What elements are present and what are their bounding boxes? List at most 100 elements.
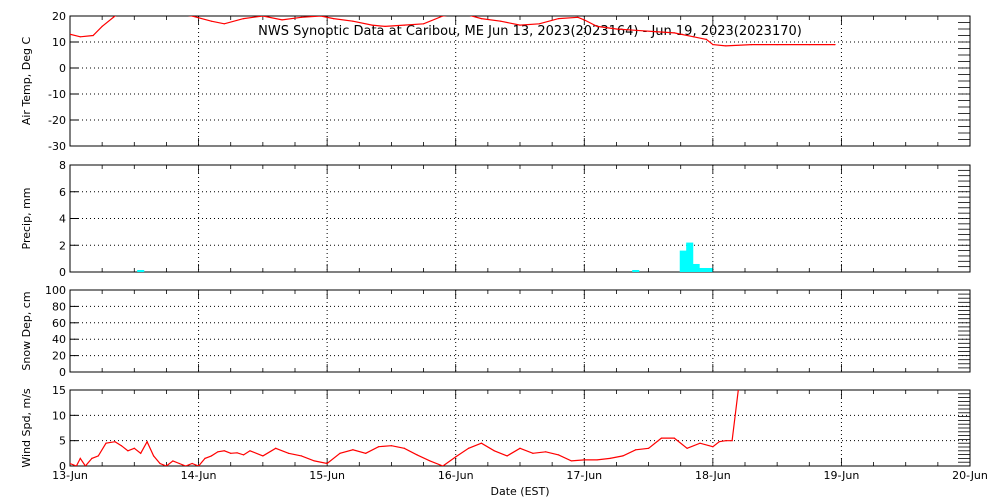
panel-frame bbox=[69, 164, 971, 273]
data-point bbox=[596, 459, 598, 461]
y-tick-label: 20 bbox=[52, 10, 66, 23]
x-tick-label: 15-Jun bbox=[309, 469, 345, 482]
data-point bbox=[300, 16, 303, 18]
data-point bbox=[191, 16, 193, 17]
y-tick-label: 0 bbox=[59, 266, 66, 279]
data-point bbox=[197, 465, 200, 466]
data-point bbox=[480, 18, 483, 20]
y-tick-label: 2 bbox=[59, 239, 66, 252]
panel-air_temp: -30 -20 -10 0 10 20 Air Temp, Deg C bbox=[20, 8, 971, 153]
data-point bbox=[210, 455, 213, 457]
data-point bbox=[712, 44, 714, 46]
data-point bbox=[467, 447, 470, 449]
data-point bbox=[654, 31, 656, 33]
y-tick-label: 10 bbox=[52, 36, 66, 49]
data-point bbox=[660, 437, 663, 439]
data-point bbox=[134, 8, 135, 9]
data-point bbox=[519, 24, 521, 26]
data-point bbox=[114, 16, 116, 17]
data-point bbox=[371, 24, 373, 26]
data-point bbox=[79, 457, 81, 459]
data-point bbox=[84, 465, 87, 466]
series-wind_speed bbox=[70, 390, 739, 466]
data-point bbox=[583, 459, 585, 461]
y-tick-label: 0 bbox=[59, 460, 66, 473]
data-point bbox=[172, 13, 173, 14]
data-point bbox=[185, 465, 187, 466]
data-point bbox=[390, 445, 393, 447]
data-point bbox=[92, 34, 94, 37]
data-point bbox=[609, 457, 611, 459]
data-point bbox=[750, 44, 753, 46]
data-point bbox=[725, 440, 727, 442]
y-tick-label: 0 bbox=[59, 366, 66, 379]
y-tick-label: 40 bbox=[52, 333, 66, 346]
data-point bbox=[217, 451, 219, 453]
data-point bbox=[70, 462, 71, 465]
y-tick-label: 0 bbox=[59, 62, 66, 75]
data-point bbox=[519, 447, 521, 449]
data-point bbox=[403, 447, 405, 449]
y-tick-label: 6 bbox=[59, 186, 66, 199]
data-point bbox=[673, 32, 675, 34]
data-point bbox=[326, 462, 328, 465]
data-point bbox=[731, 440, 733, 442]
data-point bbox=[442, 16, 444, 17]
y-axis-label: Wind Spd, m/s bbox=[20, 388, 33, 468]
data-point bbox=[236, 452, 238, 454]
precip-bar bbox=[699, 267, 707, 272]
x-axis-label: Date (EST) bbox=[490, 485, 549, 498]
x-tick-label: 19-Jun bbox=[824, 469, 860, 482]
series-line bbox=[70, 390, 739, 466]
data-point bbox=[262, 16, 264, 17]
data-point bbox=[422, 23, 425, 25]
data-point bbox=[204, 457, 206, 459]
data-point bbox=[480, 442, 483, 444]
data-point bbox=[429, 460, 431, 462]
data-point bbox=[313, 460, 315, 462]
data-point bbox=[557, 454, 560, 456]
data-point bbox=[281, 19, 283, 21]
y-axis-label: Air Temp, Deg C bbox=[20, 37, 33, 126]
data-point bbox=[223, 450, 225, 452]
data-point bbox=[159, 462, 161, 465]
x-tick-label: 14-Jun bbox=[181, 469, 217, 482]
y-tick-label: 20 bbox=[52, 350, 66, 363]
data-point bbox=[91, 457, 93, 459]
y-tick-label: -30 bbox=[48, 140, 66, 153]
panel-precip: 0 2 4 6 8 Precip, mm bbox=[20, 159, 971, 279]
x-tick-label: 20-Jun bbox=[952, 469, 988, 482]
data-point bbox=[101, 25, 103, 27]
data-point bbox=[97, 455, 99, 457]
data-point bbox=[275, 447, 277, 449]
panel-snow_depth: 0 20 40 60 80 100 Snow Dep, cm bbox=[20, 284, 971, 379]
data-point bbox=[538, 23, 540, 25]
data-point bbox=[570, 460, 573, 462]
y-axis-label: Precip, mm bbox=[20, 188, 33, 250]
data-point bbox=[455, 456, 457, 458]
data-point bbox=[114, 441, 116, 443]
data-point bbox=[242, 18, 245, 20]
data-point bbox=[120, 445, 123, 447]
y-tick-label: 8 bbox=[59, 159, 66, 172]
panel-frame bbox=[69, 289, 971, 373]
data-point bbox=[416, 454, 418, 456]
data-point bbox=[493, 450, 495, 452]
data-point bbox=[339, 452, 341, 454]
x-tick-label: 16-Jun bbox=[438, 469, 474, 482]
panel-frame bbox=[69, 389, 971, 467]
data-point bbox=[159, 10, 160, 11]
data-point bbox=[230, 452, 232, 454]
y-tick-label: 100 bbox=[45, 284, 66, 297]
data-point bbox=[647, 447, 650, 449]
x-tick-label: 18-Jun bbox=[695, 469, 731, 482]
series-air_temp bbox=[70, 8, 836, 47]
data-point bbox=[532, 452, 534, 454]
precip-bar bbox=[705, 267, 713, 272]
data-point bbox=[320, 16, 322, 17]
data-point bbox=[776, 44, 778, 46]
data-point bbox=[686, 447, 688, 449]
data-point bbox=[146, 441, 148, 443]
data-point bbox=[377, 446, 380, 448]
